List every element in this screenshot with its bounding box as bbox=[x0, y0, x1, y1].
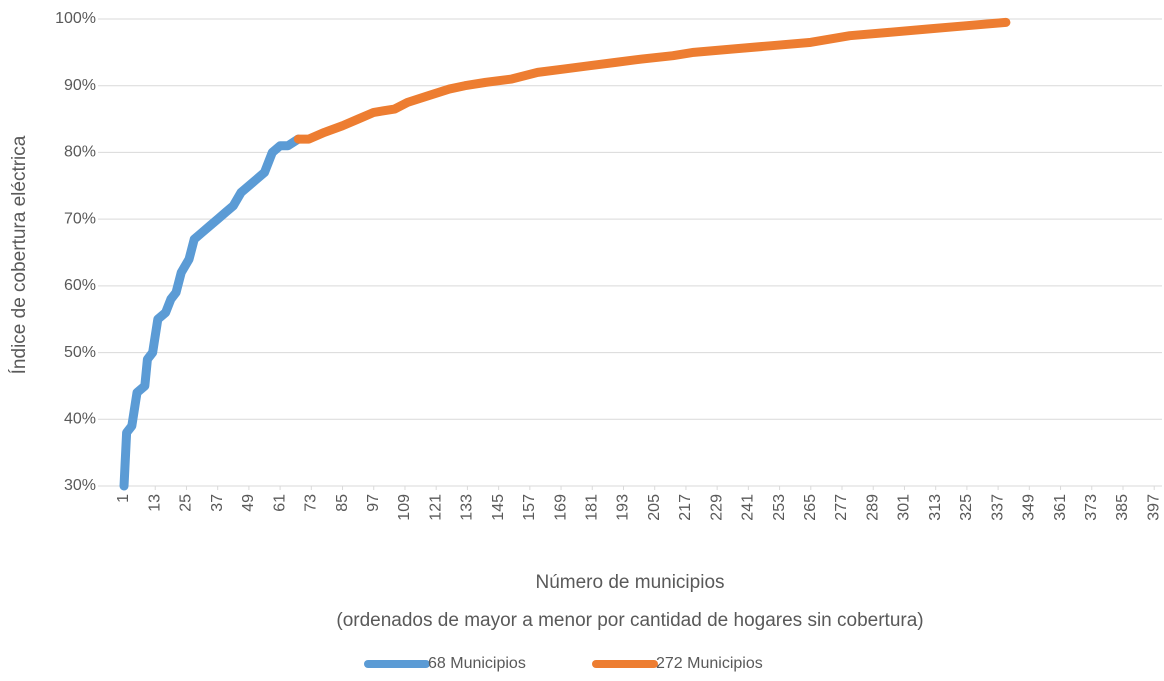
x-tick-label: 73 bbox=[303, 494, 320, 512]
legend-label: 272 Municipios bbox=[656, 655, 763, 672]
x-tick-label: 97 bbox=[365, 494, 382, 512]
y-tick-label: 40% bbox=[64, 411, 96, 428]
x-tick-label: 373 bbox=[1083, 494, 1100, 521]
x-tick-label: 25 bbox=[178, 494, 195, 512]
series-line bbox=[293, 17, 1011, 144]
x-tick-label: 49 bbox=[240, 494, 257, 512]
y-tick-label: 80% bbox=[64, 144, 96, 161]
x-tick-label: 121 bbox=[427, 494, 444, 521]
x-tick-label: 205 bbox=[646, 494, 663, 521]
x-tick-label: 229 bbox=[708, 494, 725, 521]
y-tick-label: 50% bbox=[64, 344, 96, 361]
x-tick-label: 37 bbox=[209, 494, 226, 512]
x-tick-label: 253 bbox=[771, 494, 788, 521]
x-axis-subtitle: (ordenados de mayor a menor por cantidad… bbox=[336, 610, 923, 631]
x-tick-label: 181 bbox=[583, 494, 600, 521]
x-tick-label: 397 bbox=[1145, 494, 1162, 521]
x-tick-label: 277 bbox=[833, 494, 850, 521]
x-tick-label: 325 bbox=[958, 494, 975, 521]
x-tick-label: 349 bbox=[1021, 494, 1038, 521]
x-tick-label: 313 bbox=[927, 494, 944, 521]
x-tick-label: 361 bbox=[1052, 494, 1069, 521]
x-tick-label: 337 bbox=[989, 494, 1006, 521]
legend-label: 68 Municipios bbox=[428, 655, 526, 672]
x-axis-title: Número de municipios bbox=[535, 572, 724, 593]
y-tick-label: 60% bbox=[64, 277, 96, 294]
x-tick-label: 157 bbox=[521, 494, 538, 521]
x-tick-label: 301 bbox=[896, 494, 913, 521]
x-tick-label: 265 bbox=[802, 494, 819, 521]
x-tick-label: 13 bbox=[146, 494, 163, 512]
x-tick-label: 193 bbox=[615, 494, 632, 521]
y-tick-label: 70% bbox=[64, 210, 96, 227]
x-tick-label: 133 bbox=[459, 494, 476, 521]
x-tick-label: 169 bbox=[552, 494, 569, 521]
y-tick-label: 90% bbox=[64, 77, 96, 94]
x-tick-label: 289 bbox=[864, 494, 881, 521]
y-tick-label: 100% bbox=[55, 10, 96, 27]
x-tick-label: 109 bbox=[396, 494, 413, 521]
series-line bbox=[119, 134, 303, 491]
x-tick-label: 61 bbox=[271, 494, 288, 512]
y-axis-title: Índice de cobertura eléctrica bbox=[9, 135, 30, 374]
x-tick-label: 217 bbox=[677, 494, 694, 521]
x-tick-label: 1 bbox=[115, 494, 132, 503]
x-tick-label: 385 bbox=[1114, 494, 1131, 521]
x-tick-label: 145 bbox=[490, 494, 507, 521]
y-tick-label: 30% bbox=[64, 477, 96, 494]
x-tick-label: 85 bbox=[334, 494, 351, 512]
x-tick-label: 241 bbox=[740, 494, 757, 521]
